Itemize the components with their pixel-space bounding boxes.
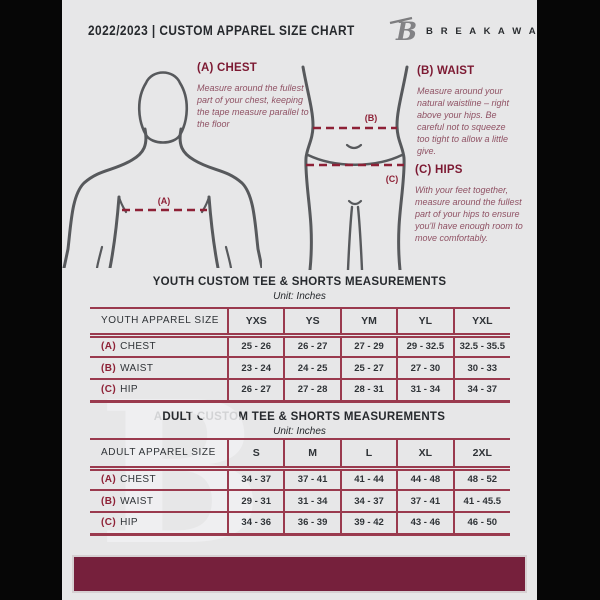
youth-waist-row: (B) WAIST 23 - 24 24 - 25 25 - 27 27 - 30… bbox=[90, 356, 510, 379]
size-cell: 31 - 34 bbox=[283, 489, 341, 512]
row-marker: (A) bbox=[101, 474, 117, 486]
size-cell: 41 - 45.5 bbox=[452, 489, 510, 512]
size-cell: 32.5 - 35.5 bbox=[452, 335, 510, 357]
size-cell: 46 - 50 bbox=[452, 511, 510, 534]
youth-col-yxl: YXL bbox=[452, 308, 510, 338]
brand-name: B R E A K A W A Y bbox=[426, 26, 537, 37]
size-cell: 34 - 37 bbox=[339, 489, 398, 512]
size-cell: 31 - 34 bbox=[396, 378, 454, 401]
size-cell: 27 - 28 bbox=[283, 378, 341, 401]
size-cell: 30 - 33 bbox=[452, 356, 510, 379]
size-cell: 44 - 48 bbox=[396, 468, 454, 490]
adult-chest-row: (A) CHEST 34 - 37 37 - 41 41 - 44 44 - 48… bbox=[90, 468, 510, 490]
waist-marker-label: (B) bbox=[365, 113, 378, 123]
size-cell: 48 - 52 bbox=[452, 468, 510, 490]
row-title: HIP bbox=[120, 517, 138, 529]
youth-col-yxs: YXS bbox=[226, 308, 285, 338]
adult-header-label: ADULT APPAREL SIZE bbox=[90, 439, 228, 471]
size-cell: 37 - 41 bbox=[283, 468, 341, 490]
row-title: CHEST bbox=[120, 474, 156, 486]
adult-col-m: M bbox=[283, 439, 341, 471]
size-cell: 41 - 44 bbox=[339, 468, 398, 490]
row-title: CHEST bbox=[120, 341, 156, 353]
chest-marker-label: (A) bbox=[158, 196, 171, 206]
youth-col-yl: YL bbox=[396, 308, 454, 338]
adult-waist-row: (B) WAIST 29 - 31 31 - 34 34 - 37 37 - 41… bbox=[90, 489, 510, 512]
size-cell: 34 - 36 bbox=[226, 511, 285, 534]
youth-size-table: YOUTH APPAREL SIZE YXS YS YM YL YXL (A) C… bbox=[90, 307, 510, 403]
adult-size-table: ADULT APPAREL SIZE S M L XL 2XL (A) CHEST… bbox=[90, 438, 510, 536]
size-cell: 28 - 31 bbox=[339, 378, 398, 401]
size-cell: 29 - 31 bbox=[226, 489, 285, 512]
size-cell: 43 - 46 bbox=[396, 511, 454, 534]
logo-letter: B bbox=[395, 17, 417, 46]
lower-body-figure: (B) (C) bbox=[301, 65, 409, 270]
size-cell: 34 - 37 bbox=[452, 378, 510, 401]
waist-instructions: Measure around your natural waistline – … bbox=[417, 86, 510, 157]
row-marker: (A) bbox=[101, 341, 117, 353]
row-label: (B) WAIST bbox=[90, 489, 228, 512]
youth-col-ym: YM bbox=[339, 308, 398, 338]
row-label: (C) HIP bbox=[90, 511, 228, 534]
row-label: (C) HIP bbox=[90, 378, 228, 401]
size-cell: 29 - 32.5 bbox=[396, 335, 454, 357]
youth-table-title: YOUTH CUSTOM TEE & SHORTS MEASUREMENTS bbox=[152, 276, 447, 288]
size-cell: 39 - 42 bbox=[339, 511, 398, 534]
size-cell: 23 - 24 bbox=[226, 356, 285, 379]
size-cell: 26 - 27 bbox=[283, 335, 341, 357]
waist-heading: (B) WAIST bbox=[417, 65, 475, 77]
adult-table-unit: Unit: Inches bbox=[273, 426, 326, 437]
navel-mark bbox=[345, 143, 363, 150]
size-cell: 36 - 39 bbox=[283, 511, 341, 534]
row-marker: (C) bbox=[101, 384, 117, 396]
youth-col-ys: YS bbox=[283, 308, 341, 338]
adult-col-l: L bbox=[339, 439, 398, 471]
row-label: (A) CHEST bbox=[90, 335, 228, 357]
youth-table-unit: Unit: Inches bbox=[273, 291, 326, 302]
adult-hip-row: (C) HIP 34 - 36 36 - 39 39 - 42 43 - 46 4… bbox=[90, 511, 510, 534]
row-title: HIP bbox=[120, 384, 138, 396]
row-marker: (B) bbox=[101, 362, 117, 374]
size-cell: 27 - 29 bbox=[339, 335, 398, 357]
youth-hip-row: (C) HIP 26 - 27 27 - 28 28 - 31 31 - 34 3… bbox=[90, 378, 510, 401]
size-cell: 25 - 26 bbox=[226, 335, 285, 357]
youth-header-row: YOUTH APPAREL SIZE YXS YS YM YL YXL bbox=[90, 308, 510, 338]
youth-header-label: YOUTH APPAREL SIZE bbox=[90, 308, 228, 338]
hips-instructions: With your feet together, measure around … bbox=[415, 185, 523, 244]
chest-heading: (A) CHEST bbox=[197, 62, 257, 74]
size-chart-page: 2022/2023 | CUSTOM APPAREL SIZE CHART B … bbox=[62, 0, 537, 600]
chest-instructions: Measure around the fullest part of your … bbox=[197, 83, 309, 130]
row-label: (B) WAIST bbox=[90, 356, 228, 379]
size-cell: 34 - 37 bbox=[226, 468, 285, 490]
size-cell: 26 - 27 bbox=[226, 378, 285, 401]
footer-bar bbox=[72, 555, 527, 593]
youth-chest-row: (A) CHEST 25 - 26 26 - 27 27 - 29 29 - 32… bbox=[90, 335, 510, 357]
size-cell: 27 - 30 bbox=[396, 356, 454, 379]
adult-col-2xl: 2XL bbox=[452, 439, 510, 471]
page-title: 2022/2023 | CUSTOM APPAREL SIZE CHART bbox=[88, 23, 355, 38]
adult-table-title: ADULT CUSTOM TEE & SHORTS MEASUREMENTS bbox=[153, 411, 446, 423]
adult-header-row: ADULT APPAREL SIZE S M L XL 2XL bbox=[90, 439, 510, 471]
hips-marker-label: (C) bbox=[386, 174, 399, 184]
row-marker: (B) bbox=[101, 495, 117, 507]
size-cell: 25 - 27 bbox=[339, 356, 398, 379]
adult-col-s: S bbox=[226, 439, 285, 471]
row-title: WAIST bbox=[120, 495, 154, 507]
upper-body-figure: (A) bbox=[62, 71, 262, 268]
hips-heading: (C) HIPS bbox=[415, 164, 463, 176]
adult-col-xl: XL bbox=[396, 439, 454, 471]
size-cell: 37 - 41 bbox=[396, 489, 454, 512]
row-label: (A) CHEST bbox=[90, 468, 228, 490]
size-cell: 24 - 25 bbox=[283, 356, 341, 379]
row-marker: (C) bbox=[101, 517, 117, 529]
row-title: WAIST bbox=[120, 362, 154, 374]
breakaway-logo-icon: B bbox=[389, 16, 417, 46]
